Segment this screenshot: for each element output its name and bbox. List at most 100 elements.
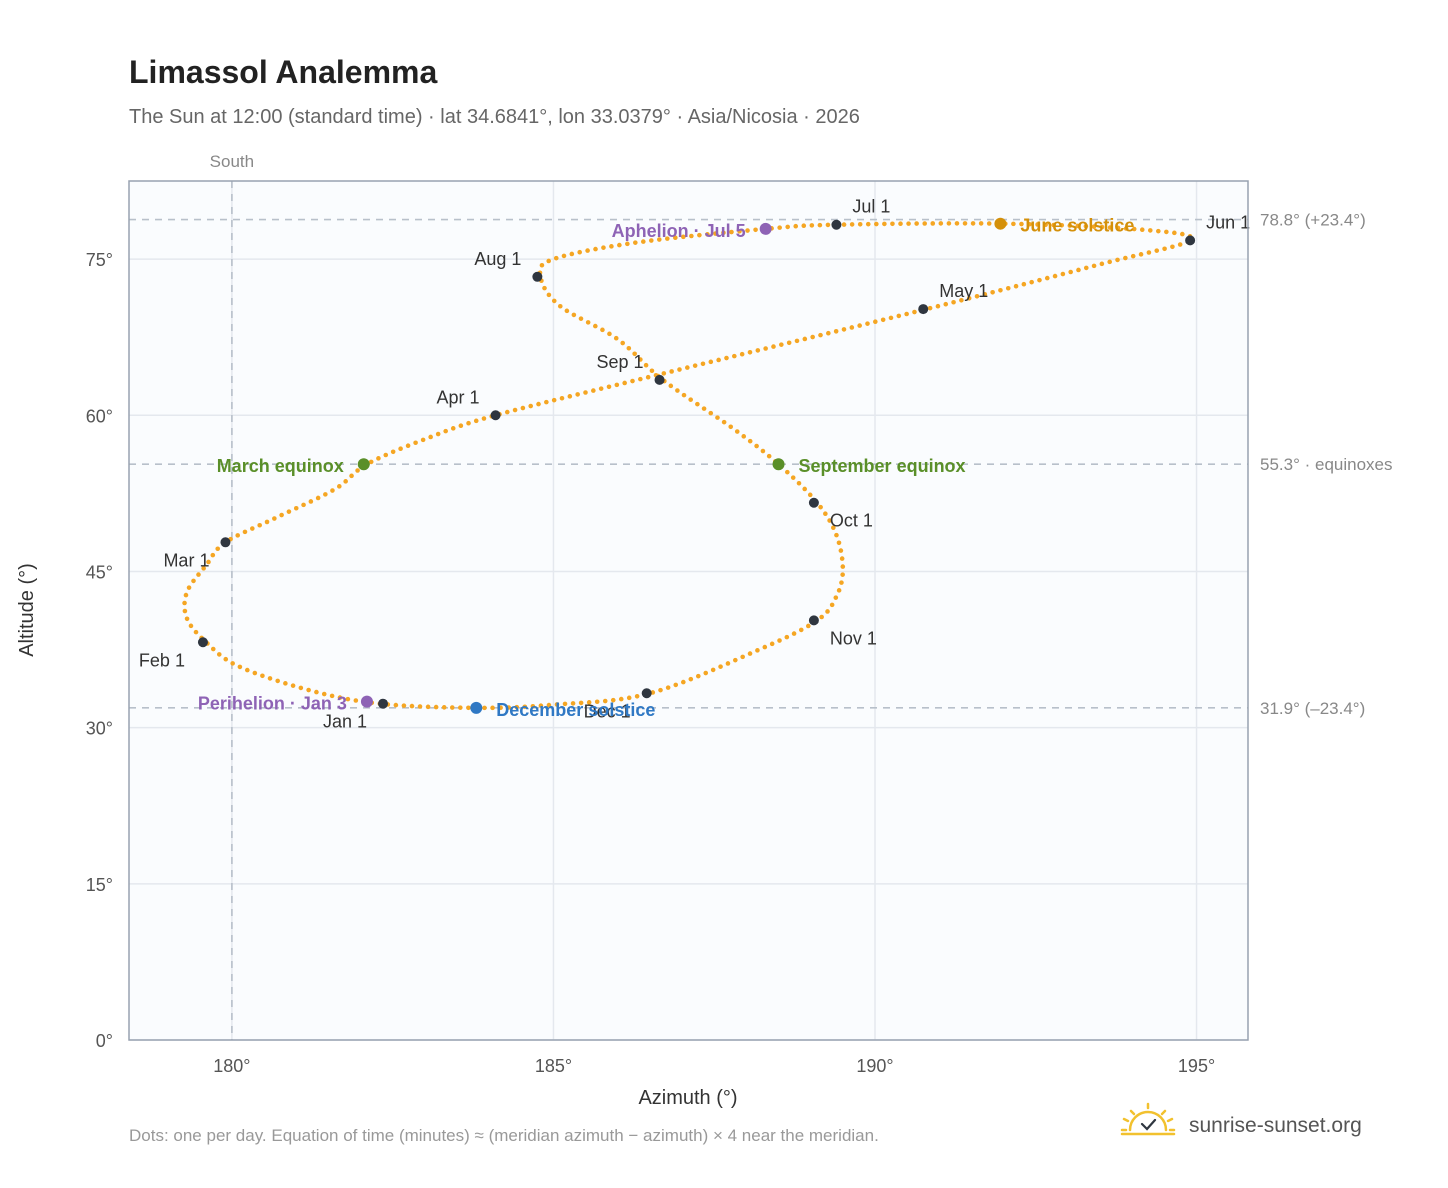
daily-dot xyxy=(657,237,662,242)
daily-dot xyxy=(708,359,714,365)
daily-dot xyxy=(622,380,627,386)
daily-dot xyxy=(1059,222,1065,228)
daily-dot xyxy=(716,357,721,363)
daily-dot xyxy=(865,221,871,227)
daily-dot xyxy=(888,315,894,321)
daily-dot xyxy=(425,704,431,710)
brand-logo[interactable]: sunrise-sunset.org xyxy=(1120,1102,1362,1137)
daily-dot xyxy=(1044,275,1050,281)
daily-dot xyxy=(235,533,241,538)
event-marker xyxy=(357,458,370,471)
daily-dot xyxy=(458,705,463,710)
daily-dot xyxy=(721,230,726,236)
daily-dot xyxy=(677,367,682,372)
daily-dot xyxy=(329,693,335,699)
daily-dot xyxy=(970,221,976,226)
daily-dot xyxy=(286,509,292,514)
daily-dot xyxy=(242,529,248,535)
daily-dot xyxy=(904,311,909,317)
month-label: Dec 1 xyxy=(584,701,631,721)
daily-dot xyxy=(290,683,296,688)
month-marker xyxy=(532,271,543,282)
daily-dot xyxy=(1162,246,1167,252)
daily-dot xyxy=(301,502,306,508)
daily-dot xyxy=(575,392,580,397)
event-marker xyxy=(759,222,772,235)
daily-dot xyxy=(1139,227,1145,232)
daily-dot xyxy=(1011,221,1016,227)
daily-dot xyxy=(409,703,415,709)
daily-dot xyxy=(857,323,862,328)
month-label: Feb 1 xyxy=(139,650,185,670)
daily-dot xyxy=(1130,253,1136,259)
daily-dot xyxy=(839,556,845,561)
daily-dot xyxy=(777,225,782,230)
meridian: South xyxy=(210,152,254,1040)
daily-dot xyxy=(962,221,968,226)
month-label: May 1 xyxy=(939,281,988,301)
reference-lines: 78.8° (+23.4°) 55.3° · equinoxes 31.9° (–2… xyxy=(129,211,1393,718)
footnote: Dots: one per day. Equation of time (min… xyxy=(129,1126,879,1145)
daily-dot xyxy=(245,667,250,673)
daily-dot xyxy=(796,480,802,486)
daily-dot xyxy=(760,448,766,454)
daily-dot xyxy=(1076,267,1081,273)
daily-dot xyxy=(1115,225,1121,231)
daily-dot xyxy=(593,246,598,252)
daily-dot xyxy=(308,499,314,504)
daily-dot xyxy=(368,459,374,465)
y-tick-label: 75° xyxy=(86,250,113,270)
daily-dot xyxy=(841,327,847,332)
daily-dot xyxy=(710,667,716,673)
daily-dot xyxy=(441,705,447,710)
daily-dot xyxy=(753,227,758,233)
daily-dot xyxy=(1052,273,1058,279)
daily-dot xyxy=(700,361,706,367)
month-label: Nov 1 xyxy=(830,628,877,648)
daily-dot xyxy=(943,301,949,307)
daily-dot xyxy=(376,456,381,461)
chart-subtitle: The Sun at 12:00 (standard time) · lat 3… xyxy=(129,106,860,128)
daily-dot xyxy=(450,426,456,431)
meridian-label: South xyxy=(210,152,254,171)
daily-dot xyxy=(393,702,399,708)
x-tick-label: 190° xyxy=(856,1056,893,1076)
daily-dot xyxy=(763,346,768,351)
daily-dot xyxy=(802,486,807,492)
daily-dot xyxy=(819,614,824,620)
daily-dot xyxy=(689,233,694,239)
daily-dot xyxy=(737,228,742,234)
daily-dot xyxy=(578,316,584,321)
daily-dot xyxy=(355,468,360,473)
month-marker xyxy=(197,637,208,648)
daily-dot xyxy=(1154,248,1160,253)
daily-dot xyxy=(473,418,479,424)
daily-dot xyxy=(755,348,761,353)
daily-dot xyxy=(974,293,980,299)
y-tick-label: 0° xyxy=(96,1031,113,1051)
daily-dot xyxy=(665,685,671,690)
daily-dot xyxy=(729,229,734,235)
daily-dot xyxy=(645,374,651,380)
daily-dot xyxy=(514,704,520,710)
daily-dot xyxy=(1075,223,1081,229)
daily-dot xyxy=(546,292,552,298)
daily-dot xyxy=(785,469,790,475)
month-label: Aug 1 xyxy=(474,249,521,269)
daily-dot xyxy=(1107,259,1112,265)
daily-dot xyxy=(267,676,273,681)
daily-dot xyxy=(184,616,190,622)
daily-dot xyxy=(413,440,418,446)
daily-dot xyxy=(383,452,389,458)
daily-dot xyxy=(323,492,328,497)
daily-dot xyxy=(216,652,222,657)
daily-dot xyxy=(250,526,255,531)
daily-dot xyxy=(834,532,839,538)
daily-dot xyxy=(578,700,584,706)
daily-dot xyxy=(688,397,693,402)
event-label: March equinox xyxy=(217,456,344,476)
daily-dot xyxy=(443,428,448,434)
daily-dot xyxy=(1131,226,1137,232)
daily-dot xyxy=(602,698,608,704)
daily-dot xyxy=(954,221,960,226)
